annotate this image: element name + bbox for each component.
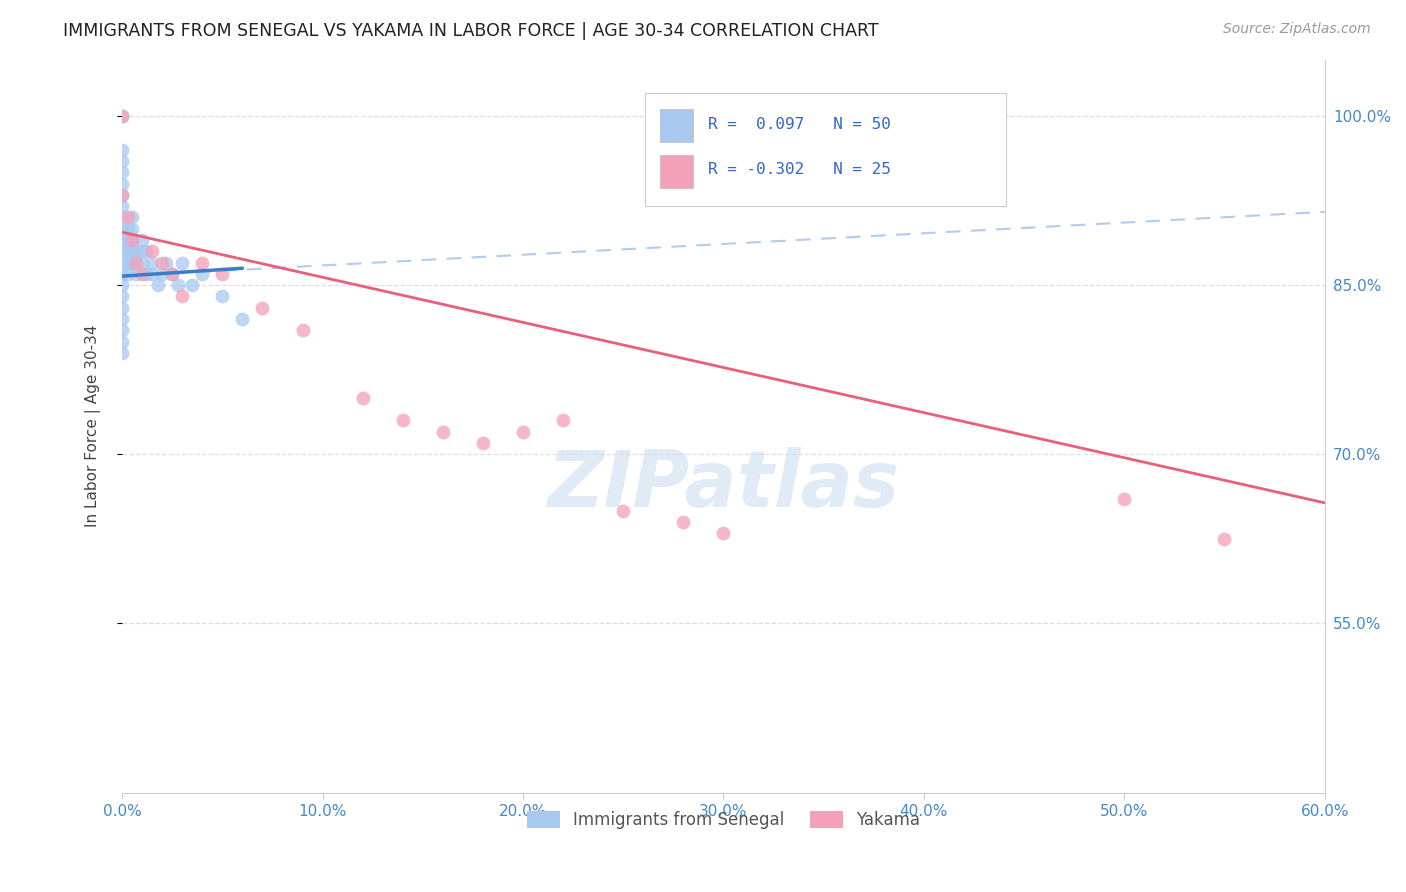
Text: IMMIGRANTS FROM SENEGAL VS YAKAMA IN LABOR FORCE | AGE 30-34 CORRELATION CHART: IMMIGRANTS FROM SENEGAL VS YAKAMA IN LAB… bbox=[63, 22, 879, 40]
Point bbox=[111, 188, 134, 202]
Point bbox=[111, 278, 134, 293]
Text: R =  0.097   N = 50: R = 0.097 N = 50 bbox=[707, 117, 890, 132]
Point bbox=[432, 425, 454, 439]
FancyBboxPatch shape bbox=[659, 109, 693, 142]
Point bbox=[131, 255, 153, 269]
Point bbox=[117, 267, 139, 281]
Point bbox=[141, 244, 163, 259]
Point bbox=[111, 289, 134, 303]
Point bbox=[713, 526, 735, 541]
Point bbox=[141, 255, 163, 269]
Point bbox=[111, 188, 134, 202]
Point bbox=[125, 255, 148, 269]
Legend: Immigrants from Senegal, Yakama: Immigrants from Senegal, Yakama bbox=[520, 804, 927, 836]
Point bbox=[148, 278, 170, 293]
Point bbox=[162, 267, 184, 281]
Point bbox=[252, 301, 274, 315]
Point bbox=[111, 143, 134, 157]
Point bbox=[155, 255, 177, 269]
Point bbox=[111, 346, 134, 360]
Point bbox=[121, 233, 143, 247]
Point bbox=[111, 244, 134, 259]
Point bbox=[111, 109, 134, 123]
Point bbox=[1213, 532, 1236, 546]
Point bbox=[111, 301, 134, 315]
Point bbox=[131, 244, 153, 259]
Point bbox=[125, 267, 148, 281]
Point bbox=[191, 267, 214, 281]
Point bbox=[111, 109, 134, 123]
FancyBboxPatch shape bbox=[659, 155, 693, 188]
Point bbox=[191, 255, 214, 269]
Point bbox=[150, 267, 173, 281]
Point bbox=[135, 244, 157, 259]
Point bbox=[391, 413, 413, 427]
Text: R = -0.302   N = 25: R = -0.302 N = 25 bbox=[707, 162, 890, 177]
Point bbox=[117, 221, 139, 235]
Point bbox=[211, 289, 233, 303]
Point bbox=[117, 244, 139, 259]
Point bbox=[125, 255, 148, 269]
Point bbox=[121, 233, 143, 247]
Text: ZIPatlas: ZIPatlas bbox=[547, 447, 900, 523]
Point bbox=[352, 391, 374, 405]
Point bbox=[131, 267, 153, 281]
Point bbox=[121, 211, 143, 225]
Point bbox=[551, 413, 574, 427]
Point bbox=[672, 515, 695, 529]
Point bbox=[131, 233, 153, 247]
Point bbox=[117, 233, 139, 247]
Point bbox=[121, 244, 143, 259]
Point bbox=[111, 334, 134, 349]
Point bbox=[141, 267, 163, 281]
Point bbox=[1114, 492, 1136, 507]
Point bbox=[167, 278, 190, 293]
Point bbox=[231, 312, 253, 326]
Point bbox=[612, 504, 634, 518]
Point bbox=[111, 177, 134, 191]
Point bbox=[291, 323, 314, 337]
Point bbox=[121, 221, 143, 235]
Point bbox=[117, 211, 139, 225]
Point bbox=[162, 267, 184, 281]
Point bbox=[111, 211, 134, 225]
Point bbox=[111, 221, 134, 235]
FancyBboxPatch shape bbox=[645, 93, 1007, 206]
Point bbox=[135, 267, 157, 281]
Point bbox=[111, 154, 134, 169]
Point bbox=[181, 278, 204, 293]
Point bbox=[121, 255, 143, 269]
Point bbox=[111, 165, 134, 179]
Point bbox=[211, 267, 233, 281]
Point bbox=[111, 255, 134, 269]
Y-axis label: In Labor Force | Age 30-34: In Labor Force | Age 30-34 bbox=[86, 325, 101, 527]
Point bbox=[471, 436, 494, 450]
Point bbox=[150, 255, 173, 269]
Point bbox=[111, 312, 134, 326]
Point bbox=[125, 244, 148, 259]
Point bbox=[172, 289, 194, 303]
Point bbox=[111, 199, 134, 213]
Point bbox=[111, 233, 134, 247]
Point bbox=[111, 267, 134, 281]
Point bbox=[172, 255, 194, 269]
Point bbox=[117, 255, 139, 269]
Point bbox=[111, 323, 134, 337]
Text: Source: ZipAtlas.com: Source: ZipAtlas.com bbox=[1223, 22, 1371, 37]
Point bbox=[512, 425, 534, 439]
